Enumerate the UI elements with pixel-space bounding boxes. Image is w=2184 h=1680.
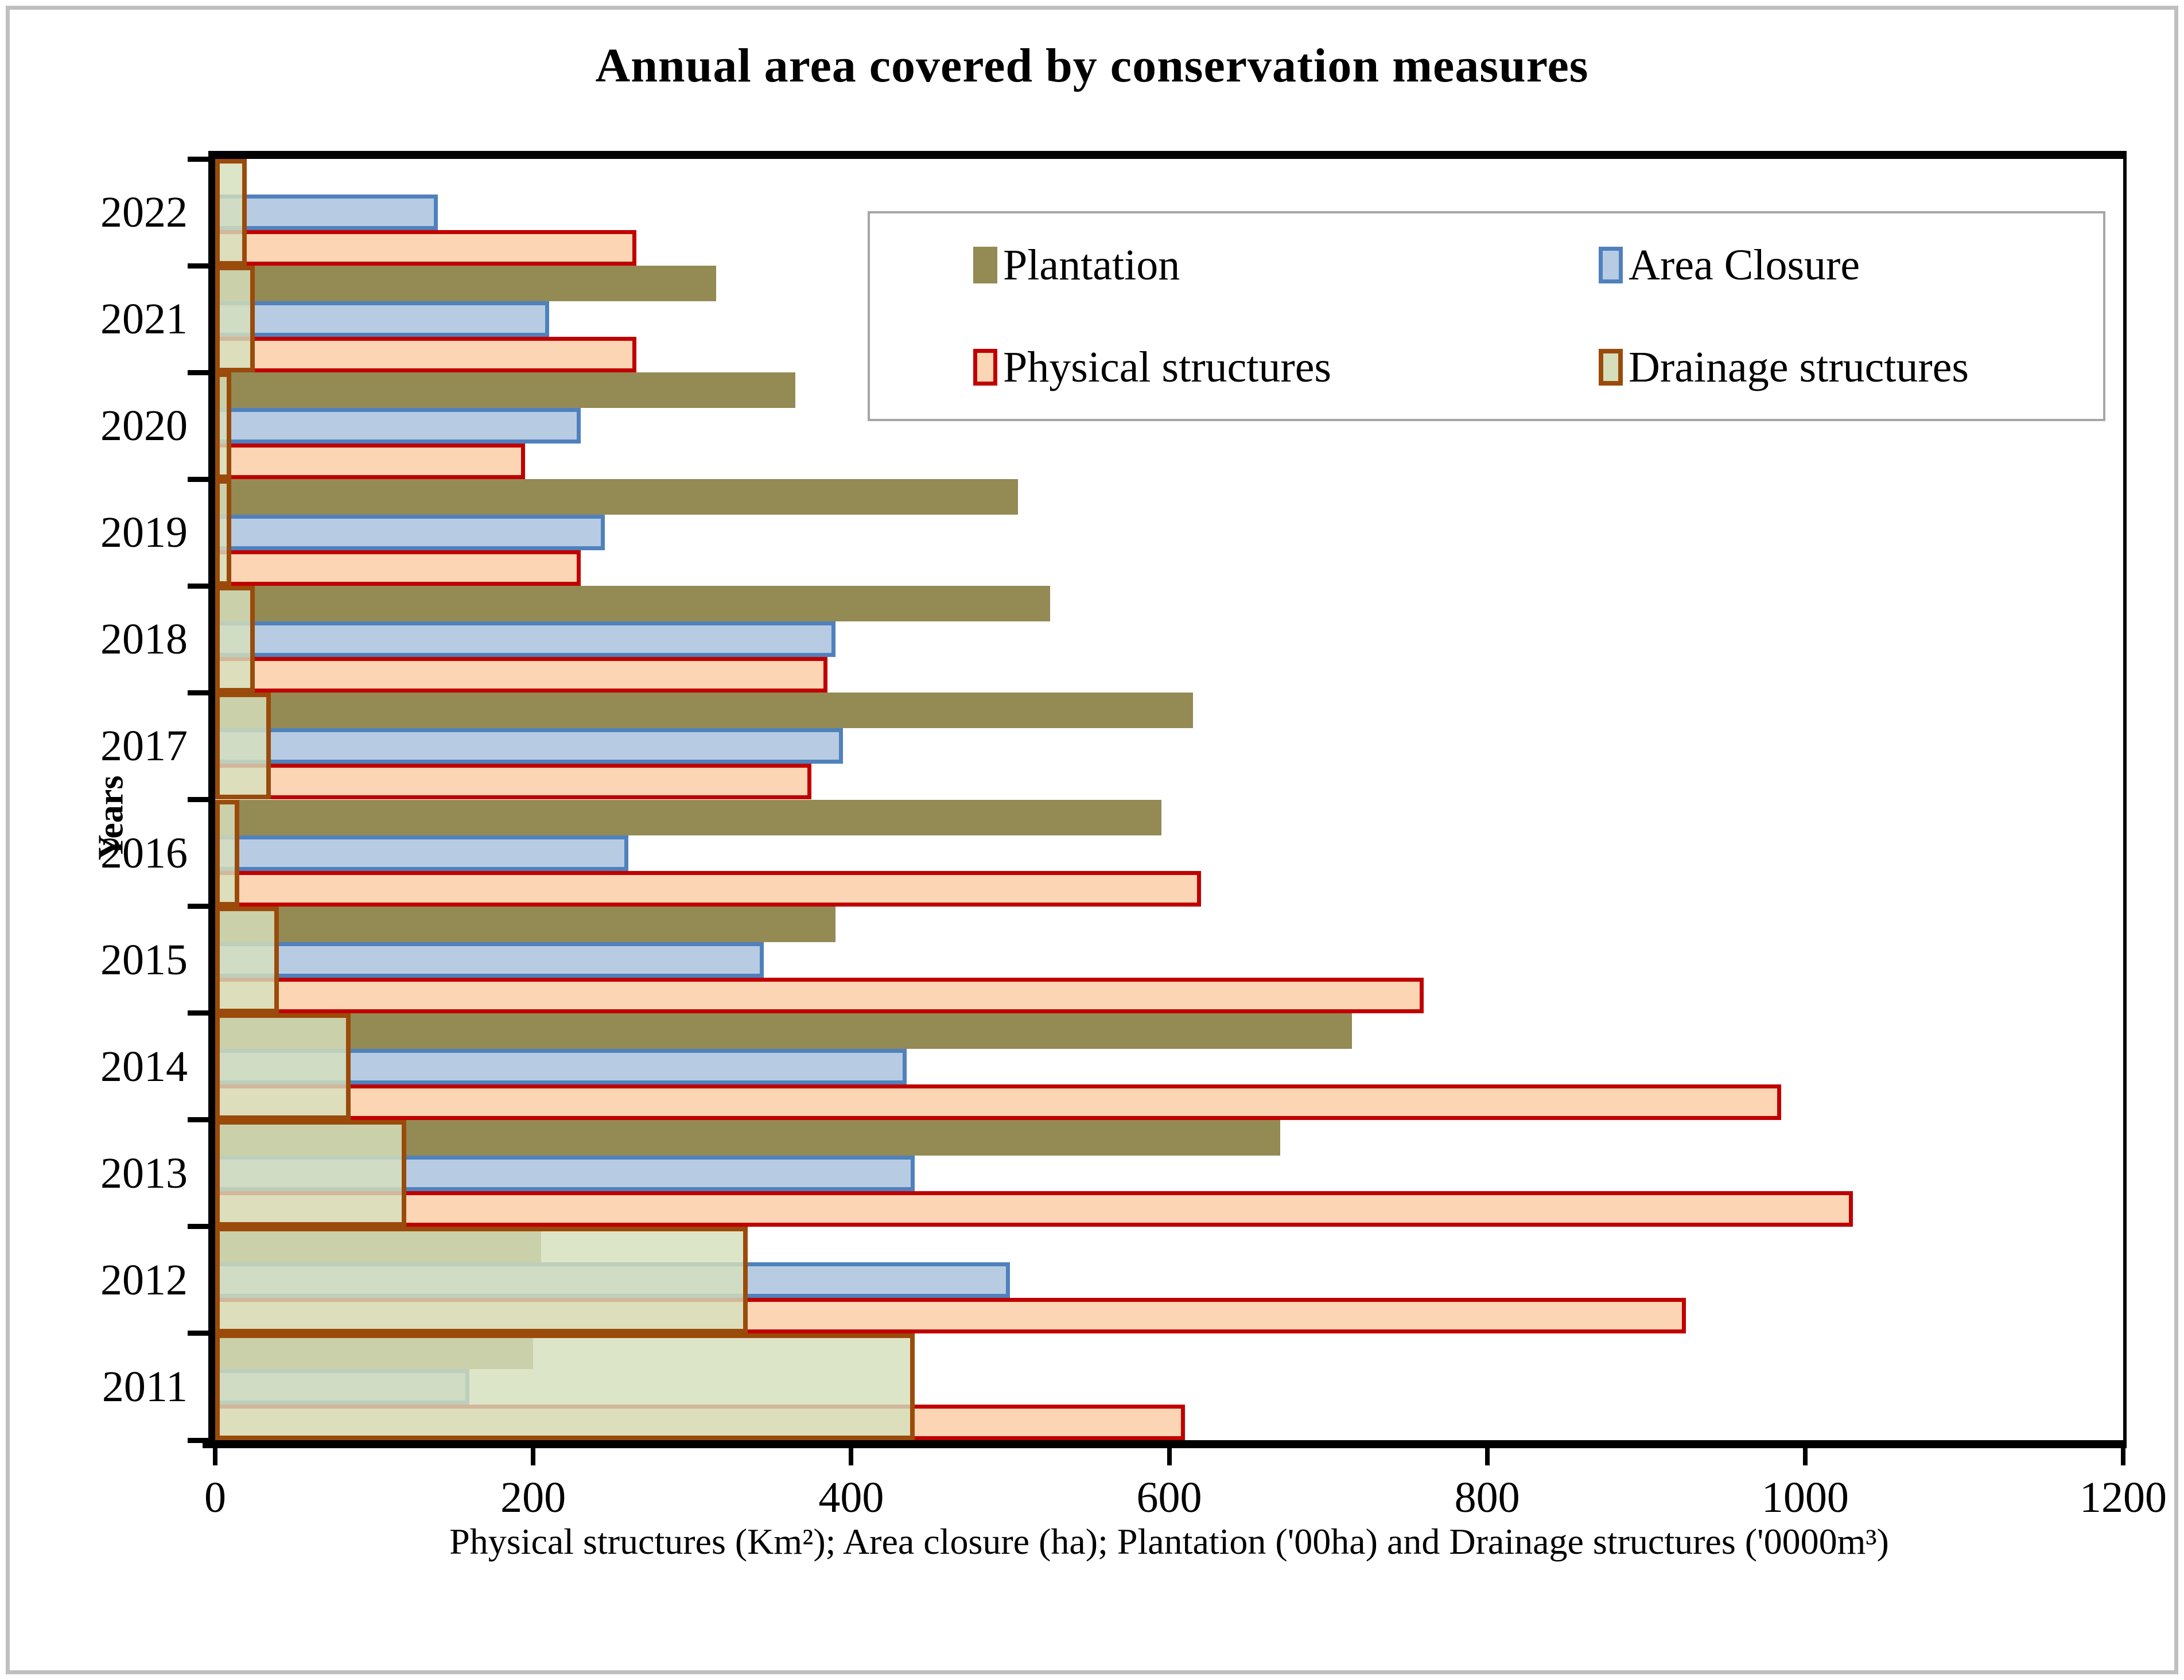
- bar-area-closure-2022: [215, 195, 438, 231]
- x-tick-label-400: 400: [818, 1473, 884, 1522]
- legend-item-area-closure: Area Closure: [1599, 236, 1860, 294]
- bar-drainage-structures-2015: [215, 906, 279, 1013]
- y-tick-label-2011: 2011: [102, 1362, 188, 1411]
- x-axis-line: [203, 1440, 2127, 1448]
- y-axis-tick: [188, 1224, 208, 1230]
- legend-label: Area Closure: [1629, 240, 1860, 289]
- y-tick-label-2018: 2018: [100, 615, 188, 664]
- y-axis-tick: [188, 1331, 208, 1336]
- x-tick-label-800: 800: [1454, 1473, 1520, 1522]
- plot-right-border: [2123, 151, 2127, 1448]
- x-axis-tick: [1485, 1440, 1490, 1465]
- bar-area-closure-2017: [215, 728, 844, 764]
- legend-label: Physical structures: [1003, 343, 1332, 391]
- x-axis-tick: [213, 1440, 217, 1465]
- legend-marker-drainage-structures: [1599, 349, 1623, 386]
- bar-area-closure-2020: [215, 408, 581, 444]
- legend-marker-physical-structures: [973, 349, 997, 386]
- bar-plantation-2015: [215, 906, 835, 942]
- y-tick-label-2015: 2015: [100, 935, 188, 984]
- legend-marker-area-closure: [1599, 247, 1623, 283]
- y-axis-tick: [188, 1437, 208, 1443]
- y-tick-label-2016: 2016: [100, 829, 188, 877]
- bar-physical-structures-2020: [215, 444, 526, 480]
- bar-physical-structures-2016: [215, 870, 1201, 907]
- y-axis-line: [208, 151, 215, 1448]
- y-axis-tick: [188, 583, 208, 589]
- bar-plantation-2018: [215, 586, 1050, 622]
- x-tick-label-1200: 1200: [2080, 1473, 2167, 1522]
- y-axis-tick: [188, 690, 208, 695]
- y-axis-tick: [188, 1117, 208, 1123]
- x-axis-tick: [531, 1440, 536, 1465]
- bar-area-closure-2015: [215, 942, 764, 978]
- bar-plantation-2016: [215, 799, 1161, 835]
- y-tick-label-2014: 2014: [100, 1042, 188, 1091]
- bar-area-closure-2021: [215, 301, 549, 337]
- bar-plantation-2020: [215, 372, 796, 409]
- x-axis-title: Physical structures (Km²); Area closure …: [449, 1521, 1889, 1562]
- y-axis-tick: [188, 904, 208, 909]
- bar-physical-structures-2014: [215, 1084, 1782, 1120]
- bar-drainage-structures-2013: [215, 1119, 406, 1227]
- bar-plantation-2019: [215, 479, 1019, 515]
- bar-drainage-structures-2012: [215, 1226, 748, 1333]
- x-axis-tick: [849, 1440, 854, 1465]
- bar-area-closure-2018: [215, 621, 835, 658]
- bar-physical-structures-2017: [215, 764, 812, 800]
- y-tick-label-2020: 2020: [100, 402, 188, 450]
- bar-drainage-structures-2016: [215, 799, 239, 907]
- bar-area-closure-2016: [215, 835, 629, 871]
- y-tick-label-2012: 2012: [100, 1255, 188, 1304]
- bar-area-closure-2019: [215, 515, 605, 551]
- bar-drainage-structures-2019: [215, 479, 231, 586]
- legend-label: Drainage structures: [1629, 343, 1969, 391]
- bar-drainage-structures-2011: [215, 1333, 915, 1440]
- x-tick-label-600: 600: [1136, 1473, 1202, 1522]
- y-axis-tick: [188, 263, 208, 269]
- bar-drainage-structures-2017: [215, 693, 271, 800]
- y-tick-label-2017: 2017: [100, 722, 188, 771]
- x-axis-tick: [2121, 1440, 2125, 1465]
- bar-drainage-structures-2014: [215, 1013, 351, 1120]
- bar-plantation-2021: [215, 266, 716, 302]
- bar-drainage-structures-2022: [215, 159, 247, 266]
- y-axis-tick: [188, 156, 208, 162]
- y-tick-label-2019: 2019: [100, 508, 188, 557]
- y-tick-label-2021: 2021: [100, 295, 188, 344]
- plot-area: 2022 2021 2020 2019 2018 2017 2016 2015 2014 2013…: [100, 151, 2167, 1522]
- chart-title: Annual area covered by conservation meas…: [595, 39, 1589, 92]
- y-axis-tick: [188, 797, 208, 802]
- legend-item-drainage-structures: Drainage structures: [1599, 339, 1969, 396]
- x-tick-label-1000: 1000: [1761, 1473, 1849, 1522]
- plot-top-border: [208, 151, 2127, 159]
- y-axis-tick: [188, 1010, 208, 1016]
- legend: Plantation Area Closure Physical structure…: [868, 211, 2105, 421]
- legend-item-physical-structures: Physical structures: [973, 339, 1331, 396]
- y-axis-tick: [188, 476, 208, 482]
- legend-label: Plantation: [1003, 240, 1180, 289]
- bar-plantation-2014: [215, 1013, 1353, 1049]
- bar-drainage-structures-2021: [215, 266, 255, 373]
- bar-physical-structures-2019: [215, 550, 581, 586]
- bar-physical-structures-2021: [215, 337, 637, 373]
- y-axis-tick: [188, 370, 208, 375]
- y-tick-label-2022: 2022: [100, 188, 188, 237]
- x-tick-label-0: 0: [204, 1473, 226, 1522]
- bar-drainage-structures-2020: [215, 372, 231, 480]
- x-tick-label-200: 200: [500, 1473, 566, 1522]
- bar-physical-structures-2018: [215, 657, 827, 693]
- legend-item-plantation: Plantation: [973, 236, 1180, 294]
- y-tick-label-2013: 2013: [100, 1149, 188, 1197]
- bar-plantation-2017: [215, 693, 1194, 729]
- bar-physical-structures-2022: [215, 230, 637, 266]
- x-axis-tick: [1167, 1440, 1172, 1465]
- bar-drainage-structures-2018: [215, 586, 255, 693]
- bar-physical-structures-2015: [215, 977, 1424, 1013]
- bar-physical-structures-2013: [215, 1191, 1853, 1227]
- x-axis-tick: [1802, 1440, 1808, 1465]
- legend-marker-plantation: [973, 247, 997, 283]
